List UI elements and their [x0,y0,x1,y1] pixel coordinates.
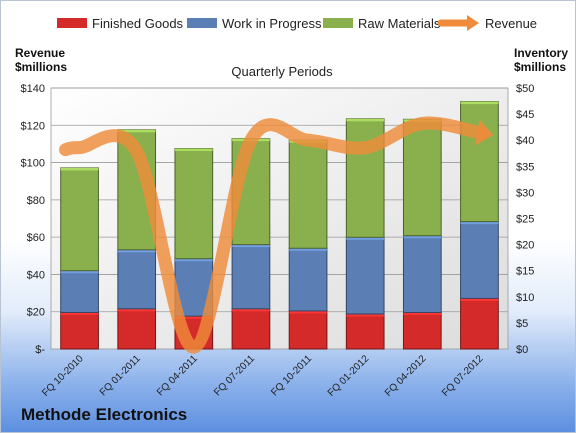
bar-finished-goods [460,297,499,350]
right-tick-label: $25 [516,214,534,226]
right-tick-label: $50 [516,83,534,95]
bar-highlight-raw-materials [346,118,385,122]
left-tick-label: $- [35,344,45,356]
bar-raw-materials [174,148,214,260]
bar-highlight-finished-goods [289,310,327,314]
bar-highlight-work-in-progress [117,249,156,253]
bar-finished-goods [288,310,328,350]
left-axis-title-line1: Revenue [15,46,65,60]
right-axis-title-line1: Inventory [514,46,568,60]
right-tick-label: $0 [516,344,528,356]
left-tick-label: $60 [27,232,45,244]
bar-highlight-work-in-progress [60,270,99,274]
left-axis-title-line2: $millions [15,60,67,74]
bar-highlight-work-in-progress [346,237,385,240]
left-tick-label: $140 [21,83,45,95]
bar-highlight-work-in-progress [289,248,327,251]
legend-label-raw-materials: Raw Materials [358,16,441,31]
bars [60,101,499,350]
bar-work-in-progress [60,270,99,313]
chart-title: Quarterly Periods [231,64,333,79]
revenue-line [59,116,486,354]
bar-finished-goods [231,308,271,350]
bar-work-in-progress [460,221,499,299]
category-label: FQ 04-2011 [155,353,200,398]
bar-highlight-finished-goods [60,312,99,315]
bar-work-in-progress [288,247,328,312]
category-label: FQ 01-2011 [98,353,143,398]
right-tick-label: $40 [516,135,534,147]
category-label: FQ 10-2010 [40,353,86,399]
bar-highlight-work-in-progress [232,244,270,248]
bar-finished-goods [345,313,385,350]
revenue-line-layer [59,116,494,354]
bar-raw-materials [460,101,499,223]
right-tick-label: $45 [516,109,534,121]
left-tick-label: $120 [21,120,45,132]
legend-swatch-work-in-progress [187,18,217,28]
right-tick-label: $20 [516,240,534,252]
category-label: FQ 04-2012 [383,353,429,399]
bar-work-in-progress [345,236,385,315]
revenue-arrowhead [475,119,494,146]
right-tick-label: $10 [516,292,534,304]
bar-highlight-raw-materials [460,101,499,105]
right-tick-label: $30 [516,187,534,199]
bar-highlight-work-in-progress [460,221,499,225]
legend-label-finished-goods: Finished Goods [92,16,184,31]
bar-highlight-finished-goods [403,312,442,315]
category-label: FQ 10-2011 [269,353,314,398]
legend-arrow-revenue [467,15,479,31]
bar-work-in-progress [231,244,271,310]
legend-swatch-finished-goods [57,18,87,28]
bar-raw-materials [402,118,442,237]
left-tick-label: $20 [27,307,45,319]
legend-swatch-raw-materials [323,18,353,28]
bar-highlight-raw-materials [117,129,156,133]
bar-work-in-progress [402,235,442,313]
bar-highlight-work-in-progress [174,258,213,262]
category-label: FQ 01-2012 [326,353,372,399]
right-axis-title-line2: $millions [514,60,566,74]
bar-highlight-finished-goods [346,314,385,317]
left-tick-label: $100 [21,158,45,170]
legend-label-revenue: Revenue [485,16,537,31]
bar-highlight-raw-materials [60,167,99,171]
legend: Finished Goods Work in Progress Raw Mate… [57,15,537,31]
bar-highlight-finished-goods [174,316,213,319]
bar-highlight-finished-goods [232,308,270,312]
bar-highlight-finished-goods [117,308,156,312]
bar-finished-goods [402,311,442,350]
bar-finished-goods [117,308,157,350]
right-tick-label: $35 [516,161,534,173]
right-tick-label: $15 [516,266,534,278]
bar-work-in-progress [117,249,157,310]
bar-highlight-work-in-progress [403,235,442,239]
left-tick-label: $80 [27,195,45,207]
bar-finished-goods [60,311,99,350]
bar-raw-materials [60,167,99,272]
company-name: Methode Electronics [21,405,188,424]
category-label: FQ 07-2011 [212,353,257,398]
right-tick-label: $5 [516,318,528,330]
bar-raw-materials [288,139,328,249]
left-tick-label: $40 [27,269,45,281]
bar-highlight-finished-goods [460,298,499,301]
bar-highlight-raw-materials [174,148,213,152]
category-label: FQ 07-2012 [440,353,486,399]
legend-label-work-in-progress: Work in Progress [222,16,322,31]
